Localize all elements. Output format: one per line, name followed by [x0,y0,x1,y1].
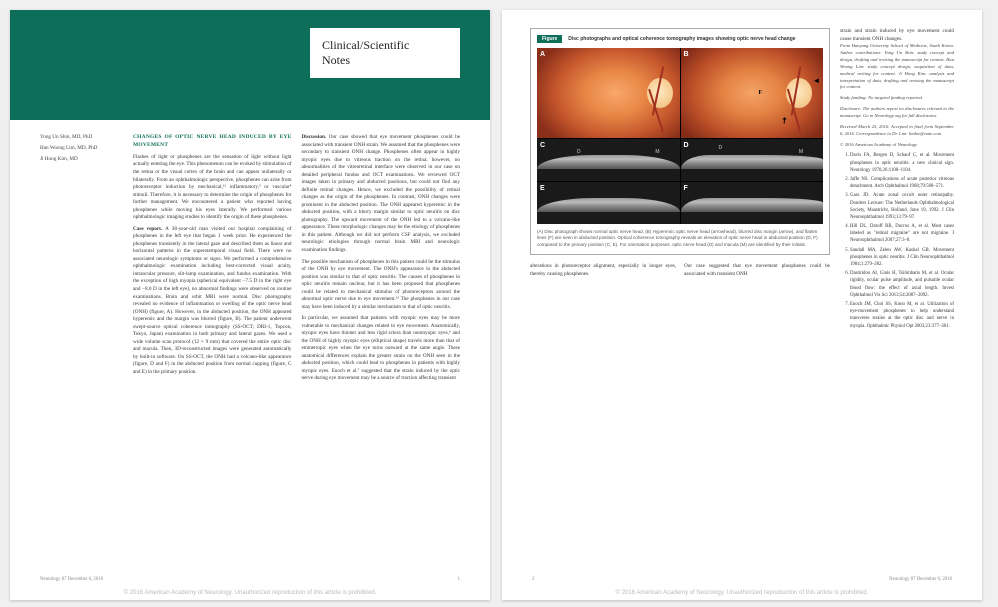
affiliations: From Hanyang University School of Medici… [840,43,954,91]
journal-page-2: Figure Disc photographs and optical cohe… [502,10,982,600]
reference-item: Jaffe NS. Complications of acute posteri… [850,176,954,190]
author: Yong Un Shin, MD, PhD [40,134,125,142]
page2-footer: 2 Neurology 87 December 6, 2016 [532,577,952,582]
case-text: A 38-year-old man visited our hospital c… [133,226,292,375]
case-paragraph: Case report. A 38-year-old man visited o… [133,226,292,377]
article-copyright: © 2016 American Academy of Neurology [840,142,954,149]
page1-footer: Neurology 87 December 6, 2016 1 [40,577,460,582]
main-columns: CHANGES OF OPTIC NERVE HEAD INDUCED BY E… [133,134,460,387]
journal-page-1: Clinical/Scientific Notes Yong Un Shin, … [10,10,490,600]
reference-item: Davis FA, Bergen D, Schauf C, et al. Mov… [850,152,954,174]
intro-paragraph: Flashes of light or phosphenes are the s… [133,154,292,222]
received: Received March 25, 2016. Accepted in fin… [840,124,954,138]
reference-item: Dastiridou AI, Ginis H, Tsilimbaris M, e… [850,270,954,299]
panel-label-f: F [684,185,688,192]
panel-d-oct: D D M [681,139,824,181]
funding: Study funding: No targeted funding repor… [840,95,954,102]
panel-f-oct: F [681,182,824,224]
author: Ji Hong Kim, MD [40,156,125,164]
footer-journal: Neurology 87 December 6, 2016 [889,577,952,582]
article-title: CHANGES OF OPTIC NERVE HEAD INDUCED BY E… [133,134,292,150]
page2-left-text: alterations in photoreceptor alignment, … [530,263,830,278]
oct-retina-band [681,198,824,212]
oct-retina-band [681,155,824,169]
figure-caption: (A) Disc photograph shows normal optic n… [537,229,823,248]
panel-label-b: B [684,51,689,58]
discussion-paragraph: Discussion. Our case showed that eye mov… [302,134,461,255]
continuation-p2: Our case suggested that eye movement pho… [684,263,830,278]
oct-d-label: D [719,145,723,151]
column-1: CHANGES OF OPTIC NERVE HEAD INDUCED BY E… [133,134,292,387]
section-title-line1: Clinical/Scientific [322,38,448,53]
reference-item: Hill DL, Daroff RB, Ducros A, et al. Mos… [850,223,954,245]
page2-left: Figure Disc photographs and optical cohe… [530,28,830,332]
section-title-line2: Notes [322,53,448,68]
continuation-p1: alterations in photoreceptor alignment, … [530,263,676,278]
figure-box: Figure Disc photographs and optical cohe… [530,28,830,255]
disclosure: Disclosure: The authors report no disclo… [840,106,954,120]
figure-title: Disc photographs and optical coherence t… [568,36,795,43]
figure-label: Figure [537,35,562,43]
oct-retina-band [537,198,680,212]
discussion-label: Discussion. [302,134,327,140]
oct-retina-band [537,155,680,169]
reference-item: Gass JD. Acute zonal occult outer retino… [850,192,954,221]
right-continuation: strain and strain induced by eye movemen… [840,28,954,43]
arrowhead-mark: ◄ [813,76,821,85]
footer-journal: Neurology 87 December 6, 2016 [40,577,103,582]
page2-body: Figure Disc photographs and optical cohe… [502,10,982,332]
case-label: Case report. [133,226,162,232]
panel-e-oct: E [537,182,680,224]
page1-body: Yong Un Shin, MD, PhD Han Woong Lim, MD,… [10,120,490,387]
figure-header: Figure Disc photographs and optical cohe… [537,35,823,43]
author: Han Woong Lim, MD, PhD [40,145,125,153]
panel-label-c: C [540,142,545,149]
watermark: © 2016 American Academy of Neurology. Un… [502,590,982,596]
panel-a-fundus: A [537,48,680,138]
arrow-mark: ↗ [778,115,789,126]
discussion-p3: In particular, we assumed that patients … [302,315,461,383]
watermark: © 2016 American Academy of Neurology. Un… [10,590,490,596]
figure-image-grid: A B ◄ ↗ F C [537,48,823,224]
footer-pagenum: 2 [532,577,534,582]
panel-c-oct: C D M [537,139,680,181]
f-mark: F [759,90,763,96]
discussion-p2: The possible mechanism of phosphenes in … [302,259,461,312]
panel-b-fundus: B ◄ ↗ F [681,48,824,138]
footer-pagenum: 1 [458,577,460,582]
column-2: Discussion. Our case showed that eye mov… [302,134,461,387]
reference-item: Enoch JM, Choi SS, Kono M, et al. Utiliz… [850,301,954,330]
authors-column: Yong Un Shin, MD, PhD Han Woong Lim, MD,… [40,134,125,387]
section-title-box: Clinical/Scientific Notes [310,28,460,78]
reference-item: Sandall MA, Zelen AW, Kashal GB. Movemen… [850,247,954,269]
oct-m-label: M [799,149,803,155]
references: Davis FA, Bergen D, Schauf C, et al. Mov… [840,152,954,329]
panel-label-e: E [540,185,545,192]
header-band: Clinical/Scientific Notes [10,10,490,120]
oct-m-label: M [655,149,659,155]
discussion-text: Our case showed that eye movement phosph… [302,134,461,253]
panel-label-d: D [684,142,689,149]
panel-label-a: A [540,51,545,58]
oct-d-label: D [577,149,581,155]
page2-right: strain and strain induced by eye movemen… [840,28,954,332]
